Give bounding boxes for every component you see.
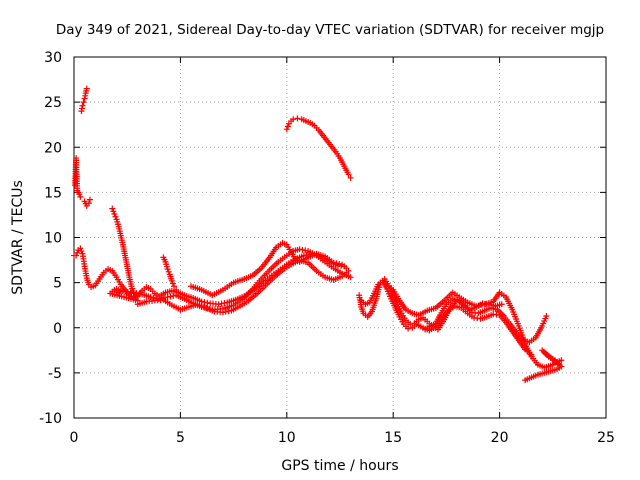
data-points: [71, 85, 565, 384]
data-point: [347, 274, 354, 281]
data-point: [130, 290, 137, 297]
data-point: [347, 174, 354, 181]
chart-title: Day 349 of 2021, Sidereal Day-to-day VTE…: [56, 22, 604, 38]
data-point: [294, 115, 301, 122]
data-point: [76, 191, 83, 198]
data-point: [558, 357, 565, 364]
data-point-interp: [302, 247, 309, 254]
data-point-interp: [201, 299, 208, 306]
y-tick-label: 30: [44, 50, 62, 66]
data-point: [77, 193, 84, 200]
data-point-interp: [218, 300, 225, 307]
x-tick-label: 5: [176, 430, 185, 446]
data-point-interp: [136, 290, 143, 297]
data-point: [543, 313, 550, 320]
data-point-interp: [336, 260, 343, 267]
data-point: [77, 245, 84, 252]
y-axis-tick-labels: -10 -5 0 5 10 15 20 25 30: [39, 50, 62, 427]
data-point: [343, 265, 350, 272]
x-tick-label: 10: [278, 430, 296, 446]
data-point-interp: [221, 300, 228, 307]
data-point: [164, 294, 171, 301]
y-tick-label: 0: [53, 321, 62, 337]
data-point-interp: [204, 299, 211, 306]
y-tick-label: 25: [44, 95, 62, 111]
data-point-interp: [299, 246, 306, 253]
data-point: [498, 301, 505, 308]
data-point-interp: [169, 280, 176, 287]
data-point: [86, 196, 93, 203]
data-point-interp: [131, 293, 138, 300]
data-point-interp: [222, 308, 229, 315]
data-point: [85, 200, 92, 207]
data-point: [79, 102, 86, 109]
y-axis-label: SDTVAR / TECUs: [10, 180, 26, 295]
data-point: [330, 259, 337, 266]
data-point: [219, 309, 226, 316]
data-point: [290, 116, 297, 123]
data-point: [407, 321, 414, 328]
data-point: [80, 99, 87, 106]
x-tick-label: 25: [597, 430, 615, 446]
data-point-interp: [225, 308, 232, 315]
x-axis-label: GPS time / hours: [281, 458, 398, 474]
data-point-interp: [284, 123, 291, 130]
grid-lines: [74, 57, 606, 418]
data-point-interp: [167, 293, 174, 300]
y-tick-label: 20: [44, 140, 62, 156]
data-point: [283, 126, 290, 133]
data-point: [147, 294, 154, 301]
data-point: [119, 287, 126, 294]
x-tick-label: 0: [70, 430, 79, 446]
y-tick-label: -10: [39, 411, 62, 427]
data-point: [296, 246, 303, 253]
data-point-interp: [112, 213, 119, 220]
y-tick-label: 5: [53, 276, 62, 292]
data-point: [215, 301, 222, 308]
data-point-interp: [333, 260, 340, 267]
data-point-interp: [165, 268, 172, 275]
data-point: [556, 360, 563, 367]
x-axis-tick-labels: 0 5 10 15 20 25: [70, 430, 615, 446]
y-tick-label: -5: [48, 366, 62, 382]
y-tick-label: 10: [44, 231, 62, 247]
data-point: [164, 266, 171, 273]
data-point: [73, 252, 80, 259]
data-point-interp: [74, 249, 81, 256]
x-tick-label: 15: [384, 430, 402, 446]
y-tick-label: 15: [44, 185, 62, 201]
data-point-interp: [150, 294, 157, 301]
x-tick-label: 20: [491, 430, 509, 446]
data-point: [171, 283, 178, 290]
data-point: [175, 289, 182, 296]
data-point: [83, 85, 90, 92]
data-point: [111, 211, 118, 218]
data-point: [109, 205, 116, 212]
data-point-interp: [110, 208, 117, 215]
data-point: [405, 325, 412, 332]
data-point: [168, 277, 175, 284]
data-point-interp: [78, 248, 85, 255]
data-point: [345, 171, 352, 178]
